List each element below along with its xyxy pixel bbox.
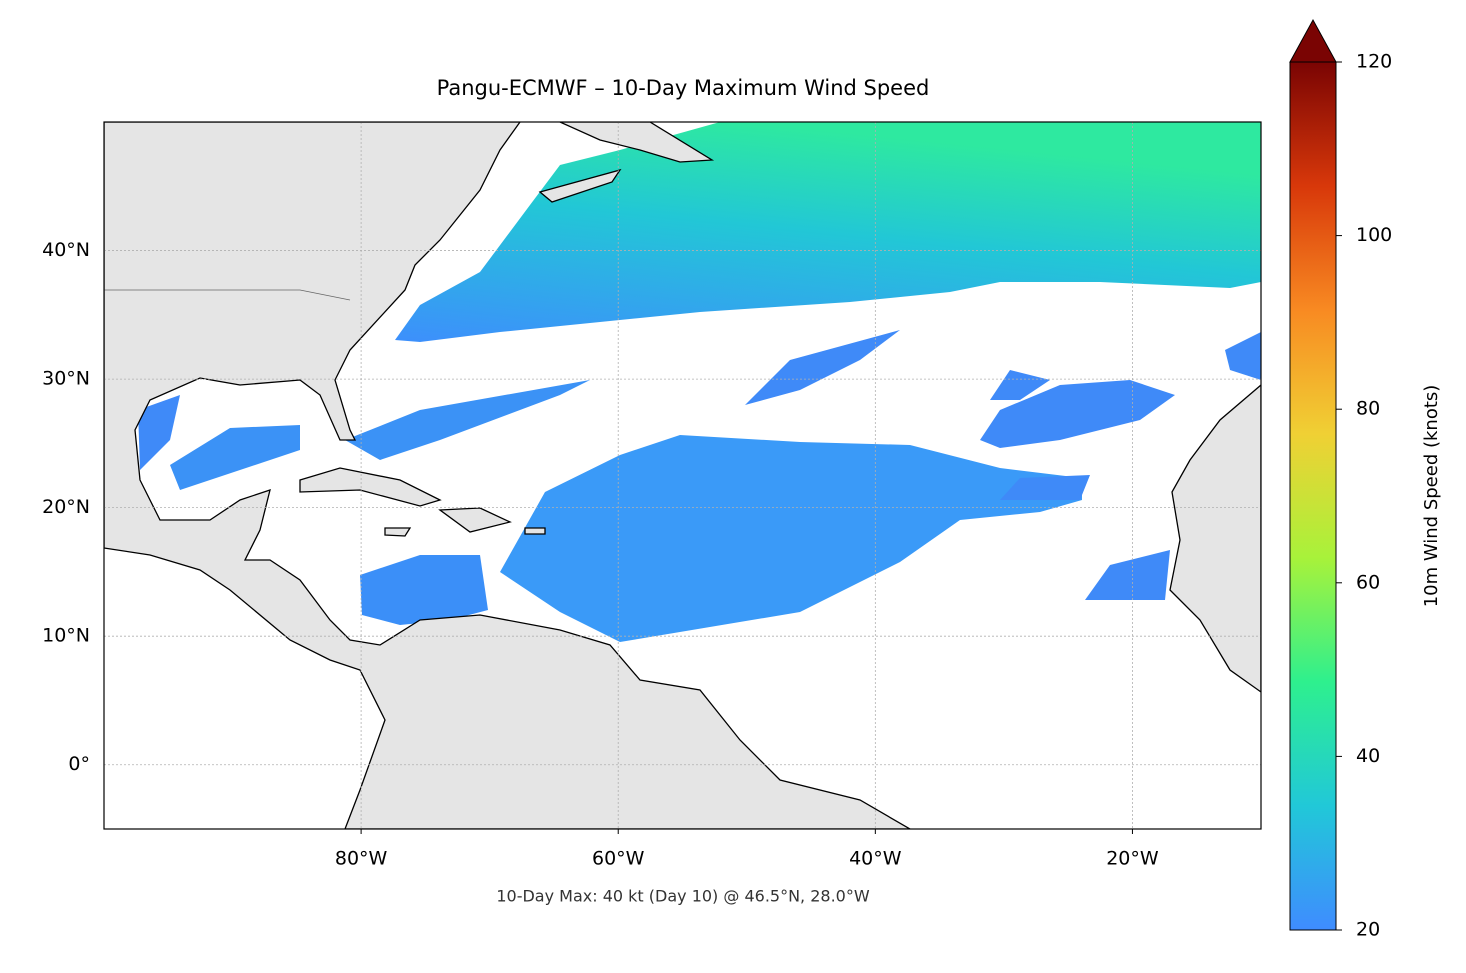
colorbar-tick-label: 100 [1356,224,1392,246]
colorbar-tick-label: 60 [1356,571,1380,593]
map-frame [103,121,1262,830]
y-tick-label: 30°N [42,368,90,390]
y-tick-label: 0° [68,753,90,775]
x-tick-label: 60°W [592,848,645,870]
x-tick-label: 40°W [849,848,902,870]
title: Pangu-ECMWF – 10-Day Maximum Wind Speed [437,76,930,100]
wind-area [980,380,1175,448]
wind-area [1085,550,1170,600]
wind-field [135,122,1261,642]
wind-area [138,395,180,470]
x-tick-label: 80°W [335,848,388,870]
land [538,168,622,203]
wind-area [990,370,1050,400]
colorbar [1289,61,1337,931]
land [1169,384,1261,693]
x-tick-label: 20°W [1106,848,1159,870]
land [299,467,442,507]
wind-area [345,380,590,460]
y-tick-label: 40°N [42,239,90,261]
land [438,507,512,533]
annotation: 10-Day Max: 40 kt (Day 10) @ 46.5°N, 28.… [496,887,870,906]
wind-area [745,330,900,405]
y-tick-label: 20°N [42,496,90,518]
land [384,527,412,537]
colorbar-extend [1289,18,1337,63]
land [559,122,715,163]
map [104,122,1261,829]
wind-area [360,555,488,625]
colorbar-tick-label: 40 [1356,745,1380,767]
colorbar-tick-label: 120 [1356,51,1392,73]
colorbar-label: 10m Wind Speed (knots) [1421,385,1442,608]
colorbar-tick-label: 80 [1356,398,1380,420]
y-tick-label: 10°N [42,625,90,647]
borders [104,289,351,301]
land [524,527,546,535]
gridlines [104,122,1261,829]
wind-area [1000,475,1090,500]
land [104,122,912,829]
wind-area [1225,332,1261,380]
wind-area [170,425,300,490]
colorbar-tick-label: 20 [1356,919,1380,941]
wind-area [500,435,1082,642]
